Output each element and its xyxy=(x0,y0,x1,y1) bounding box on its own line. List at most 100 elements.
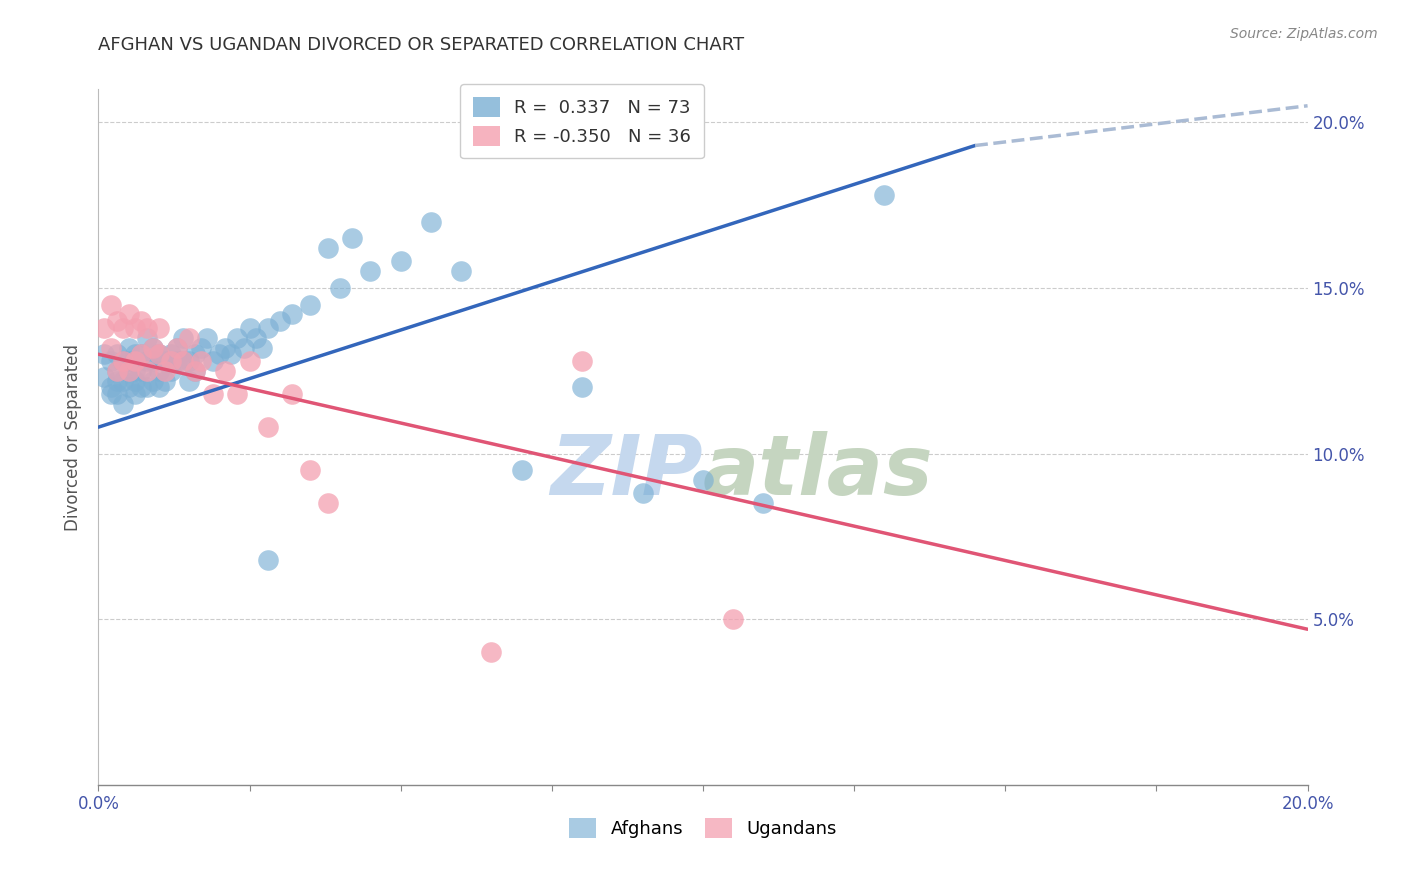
Point xyxy=(118,341,141,355)
Point xyxy=(118,380,141,394)
Point xyxy=(148,320,170,334)
Text: ZIP: ZIP xyxy=(550,432,703,512)
Text: atlas: atlas xyxy=(703,432,934,512)
Point xyxy=(420,215,443,229)
Point xyxy=(172,354,194,368)
Point xyxy=(316,496,339,510)
Point xyxy=(148,347,170,361)
Point xyxy=(129,314,152,328)
Point xyxy=(510,463,533,477)
Text: Source: ZipAtlas.com: Source: ZipAtlas.com xyxy=(1230,27,1378,41)
Point xyxy=(873,188,896,202)
Point xyxy=(111,397,134,411)
Point xyxy=(135,364,157,378)
Point xyxy=(202,354,225,368)
Point xyxy=(135,354,157,368)
Point xyxy=(111,320,134,334)
Point xyxy=(571,380,593,394)
Text: AFGHAN VS UGANDAN DIVORCED OR SEPARATED CORRELATION CHART: AFGHAN VS UGANDAN DIVORCED OR SEPARATED … xyxy=(98,36,745,54)
Point xyxy=(118,364,141,378)
Point xyxy=(172,354,194,368)
Point xyxy=(239,320,262,334)
Point xyxy=(450,264,472,278)
Point xyxy=(135,331,157,345)
Point xyxy=(184,347,207,361)
Point xyxy=(100,380,122,394)
Point xyxy=(142,354,165,368)
Point xyxy=(142,341,165,355)
Point xyxy=(202,387,225,401)
Point xyxy=(124,347,146,361)
Point xyxy=(93,320,115,334)
Point xyxy=(256,420,278,434)
Point xyxy=(100,341,122,355)
Point xyxy=(190,341,212,355)
Point xyxy=(166,354,188,368)
Point xyxy=(190,354,212,368)
Point xyxy=(160,354,183,368)
Point xyxy=(129,364,152,378)
Point xyxy=(571,354,593,368)
Point xyxy=(111,354,134,368)
Point xyxy=(316,241,339,255)
Point xyxy=(105,387,128,401)
Point xyxy=(166,341,188,355)
Y-axis label: Divorced or Separated: Divorced or Separated xyxy=(65,343,83,531)
Point xyxy=(129,380,152,394)
Point xyxy=(111,374,134,388)
Point xyxy=(179,331,201,345)
Point xyxy=(124,320,146,334)
Point xyxy=(148,380,170,394)
Point xyxy=(208,347,231,361)
Point xyxy=(281,308,304,322)
Point xyxy=(226,387,249,401)
Point xyxy=(631,486,654,500)
Point xyxy=(481,645,503,659)
Point xyxy=(389,254,412,268)
Point xyxy=(179,354,201,368)
Point xyxy=(269,314,291,328)
Point xyxy=(153,354,176,368)
Point xyxy=(160,364,183,378)
Point xyxy=(179,374,201,388)
Point xyxy=(105,314,128,328)
Point xyxy=(124,387,146,401)
Point xyxy=(692,473,714,487)
Point xyxy=(239,354,262,368)
Point xyxy=(723,612,745,626)
Point xyxy=(214,364,236,378)
Point xyxy=(105,364,128,378)
Point xyxy=(135,380,157,394)
Point xyxy=(129,347,152,361)
Point xyxy=(148,347,170,361)
Point xyxy=(166,341,188,355)
Point xyxy=(752,496,775,510)
Point xyxy=(329,281,352,295)
Point xyxy=(93,370,115,384)
Point xyxy=(281,387,304,401)
Point xyxy=(124,364,146,378)
Point xyxy=(135,320,157,334)
Point xyxy=(100,387,122,401)
Point xyxy=(142,374,165,388)
Point xyxy=(245,331,267,345)
Point xyxy=(184,364,207,378)
Point xyxy=(105,374,128,388)
Point xyxy=(93,347,115,361)
Point xyxy=(226,331,249,345)
Point xyxy=(160,347,183,361)
Point xyxy=(172,331,194,345)
Point xyxy=(124,374,146,388)
Point xyxy=(111,354,134,368)
Point xyxy=(221,347,243,361)
Legend: Afghans, Ugandans: Afghans, Ugandans xyxy=(562,811,844,846)
Point xyxy=(118,364,141,378)
Point xyxy=(342,231,364,245)
Point xyxy=(129,347,152,361)
Point xyxy=(148,364,170,378)
Point xyxy=(232,341,254,355)
Point xyxy=(184,364,207,378)
Point xyxy=(118,308,141,322)
Point xyxy=(299,297,322,311)
Point xyxy=(118,354,141,368)
